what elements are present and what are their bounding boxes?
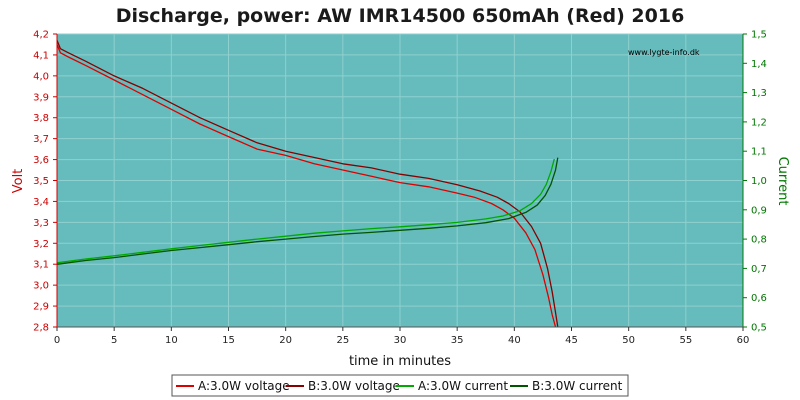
left-tick-label: 3,8: [33, 113, 49, 124]
watermark: www.lygte-info.dk: [628, 48, 700, 57]
x-tick-label: 5: [111, 335, 117, 346]
series-b-current-line: [56, 157, 559, 265]
left-tick-label: 3,7: [33, 134, 49, 145]
x-tick-label: 0: [54, 335, 60, 346]
series-layer: [56, 40, 559, 328]
legend-label: A:3.0W current: [418, 379, 508, 393]
left-tick-label: 4,0: [33, 71, 49, 82]
chart-title: Discharge, power: AW IMR14500 650mAh (Re…: [116, 5, 685, 27]
right-tick-label: 1,5: [751, 30, 767, 41]
left-tick-label: 2,9: [33, 302, 49, 313]
x-axis-ticks: 0 5 10 15 20 25 30 35 40 45 50 55 60: [54, 327, 750, 346]
x-tick-label: 10: [165, 335, 178, 346]
right-tick-label: 1,4: [751, 59, 767, 70]
x-axis-label: time in minutes: [349, 354, 451, 369]
right-tick-label: 1,3: [751, 88, 767, 99]
x-tick-label: 50: [622, 335, 635, 346]
legend-label: B:3.0W voltage: [308, 379, 400, 393]
left-tick-label: 3,4: [33, 197, 49, 208]
x-tick-label: 40: [508, 335, 521, 346]
legend-label: B:3.0W current: [532, 379, 623, 393]
left-tick-label: 3,5: [33, 176, 49, 187]
left-tick-label: 4,2: [33, 30, 49, 41]
left-tick-label: 3,3: [33, 218, 49, 229]
x-tick-label: 45: [565, 335, 578, 346]
x-tick-label: 60: [737, 335, 750, 346]
right-axis-label: Current: [775, 157, 790, 206]
right-tick-label: 0,5: [751, 323, 767, 334]
right-tick-label: 0,6: [751, 293, 767, 304]
right-tick-label: 0,9: [751, 205, 767, 216]
x-tick-label: 35: [451, 335, 464, 346]
right-tick-label: 0,8: [751, 235, 767, 246]
legend-item-a-current: A:3.0W current: [396, 379, 508, 393]
x-tick-label: 25: [336, 335, 349, 346]
left-axis-label: Volt: [11, 169, 26, 194]
left-tick-label: 3,2: [33, 239, 49, 250]
left-tick-label: 3,9: [33, 92, 49, 103]
legend-item-b-voltage: B:3.0W voltage: [286, 379, 400, 393]
left-tick-label: 2,8: [33, 323, 49, 334]
legend-items: A:3.0W voltage B:3.0W voltage A:3.0W curre…: [176, 379, 623, 393]
x-tick-label: 55: [679, 335, 692, 346]
x-tick-label: 15: [222, 335, 235, 346]
left-tick-label: 3,0: [33, 281, 49, 292]
x-tick-label: 20: [279, 335, 292, 346]
series-a-current-line: [56, 158, 555, 264]
right-tick-label: 1,1: [751, 147, 767, 158]
legend-item-a-voltage: A:3.0W voltage: [176, 379, 290, 393]
left-axis-ticks: 2,8 2,9 3,0 3,1 3,2 3,3 3,4 3,5 3,6 3,7 3,8 3,9 4,0 4…: [33, 30, 57, 334]
right-axis-ticks: 0,5 0,6 0,7 0,8 0,9 1,0 1,1 1,2 1,3 1,4 1,5: [743, 30, 767, 334]
grid-lines: [56, 33, 744, 328]
series-a-voltage-line: [56, 44, 557, 328]
left-tick-label: 4,1: [33, 50, 49, 61]
x-tick-label: 30: [394, 335, 407, 346]
right-tick-label: 1,0: [751, 176, 767, 187]
left-tick-label: 3,1: [33, 260, 49, 271]
series-b-voltage-line: [56, 40, 559, 328]
legend-label: A:3.0W voltage: [198, 379, 290, 393]
legend-item-b-current: B:3.0W current: [510, 379, 623, 393]
right-tick-label: 1,2: [751, 117, 767, 128]
right-tick-label: 0,7: [751, 264, 767, 275]
left-tick-label: 3,6: [33, 155, 49, 166]
